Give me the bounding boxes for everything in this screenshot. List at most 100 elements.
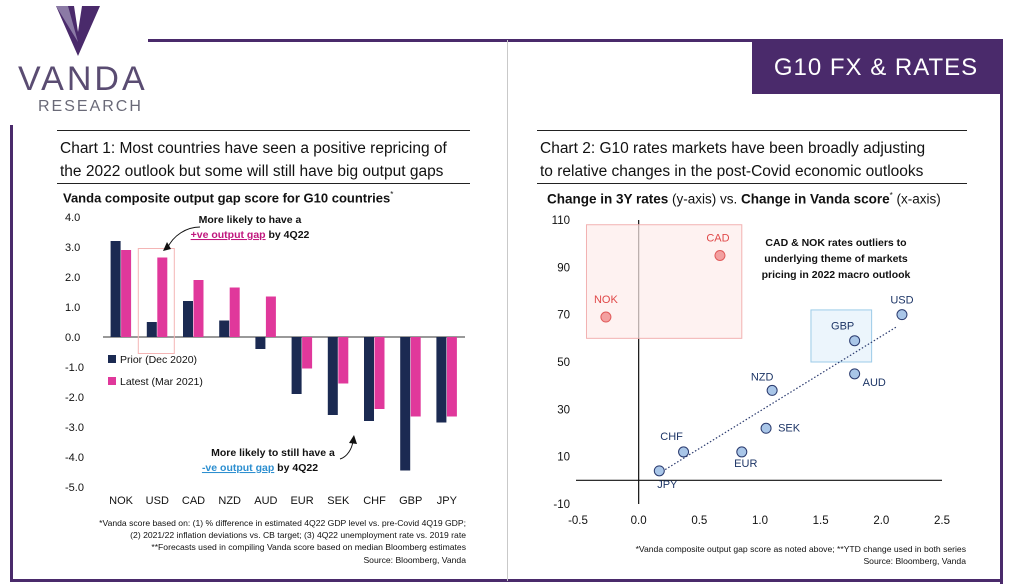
annotation-top-link: +ve output gap [191, 229, 266, 241]
frame-bottom [10, 579, 1003, 582]
legend-label: Prior (Dec 2020) [120, 354, 197, 366]
point-label-cad: CAD [706, 233, 729, 245]
chart1-subtitle-text: Vanda composite output gap score for G10… [63, 190, 391, 206]
chart1-source: Source: Bloomberg, Vanda [363, 554, 466, 565]
annotation-bottom-line1: More likely to still have a [211, 447, 335, 459]
bar-chf-latest [374, 337, 385, 409]
chart2-subtitle-vs: (y-axis) vs. [668, 191, 742, 207]
chart2-subtitle-x: Change in Vanda score [741, 191, 890, 207]
point-label-eur: EUR [734, 458, 757, 470]
chart2-plot: 110 90 70 50 30 10 -10 -0.5 0.0 0.5 1.0 1.5 2.0 2.5 CA… [552, 215, 950, 527]
vanda-logo: VANDA RESEARCH [0, 0, 150, 125]
legend-swatch [108, 355, 116, 363]
chart2-source: Source: Bloomberg, Vanda [863, 556, 966, 567]
bar-cad-prior [183, 301, 193, 337]
point-cad [714, 250, 726, 261]
chart1-footnote-line3: **Forecasts used in compiling Vanda scor… [151, 542, 466, 553]
bar-nok-prior [110, 241, 121, 337]
bar-nzd-prior [219, 320, 230, 337]
x-tick-label: JPY [437, 495, 458, 507]
brand-name: VANDA [18, 60, 148, 98]
y-tick-label: -10 [553, 499, 570, 511]
x-tick-label: GBP [399, 495, 422, 507]
bar-nzd-latest [229, 287, 240, 337]
trendline [658, 325, 898, 474]
y-tick-label: -2.0 [65, 392, 84, 404]
chart1-title: Chart 1: Most countries have seen a posi… [60, 137, 480, 183]
scatter-annotation-line: CAD & NOK rates outliers to [765, 237, 906, 249]
chart2-subtitle-y: Change in 3Y rates [547, 191, 669, 207]
point-label-nok: NOK [594, 294, 619, 306]
x-tick-label: USD [146, 495, 169, 507]
y-tick-label: 70 [557, 310, 570, 322]
x-tick-label: 2.0 [873, 515, 889, 527]
scatter-annotation-line: underlying theme of markets [764, 253, 908, 265]
x-tick-label: CHF [363, 495, 386, 507]
bar-usd-prior [146, 322, 157, 337]
point-nzd [766, 384, 778, 396]
chart2-subtitle-xaxis: (x-axis) [892, 191, 941, 207]
x-tick-label: 1.0 [752, 515, 768, 527]
point-gbp [849, 335, 861, 347]
y-tick-label: 3.0 [65, 242, 80, 254]
x-tick-label: EUR [290, 495, 313, 507]
bar-aud-prior [255, 337, 266, 349]
chart2-title: Chart 2: G10 rates markets have been bro… [540, 137, 980, 183]
chart2-rule-top [537, 130, 967, 131]
annotation-bottom-link: -ve output gap [202, 462, 274, 474]
scatter-annotation-line: pricing in 2022 macro outlook [762, 269, 911, 281]
y-tick-label: -4.0 [65, 452, 84, 464]
chart1-rule-top [57, 130, 470, 131]
chart1-subtitle-mark: * [390, 190, 394, 199]
x-tick-label: SEK [327, 495, 350, 507]
x-tick-label: 1.5 [813, 515, 829, 527]
y-tick-label: -3.0 [65, 422, 84, 434]
x-tick-label: CAD [182, 495, 205, 507]
x-tick-label: NZD [218, 495, 241, 507]
y-tick-label: 110 [552, 215, 570, 227]
highlight-box [810, 309, 873, 363]
annotation-bottom-arrow [339, 440, 354, 460]
point-label-usd: USD [890, 295, 913, 307]
annotation-bottom-suffix: by 4Q22 [274, 462, 318, 474]
annotation-bottom-arrowhead [349, 435, 357, 444]
bar-chf-prior [364, 337, 374, 421]
bar-eur-latest [302, 337, 313, 369]
chart2-title-line2: to relative changes in the post-Covid ec… [540, 163, 924, 180]
chart1-footnote-line2: (2) 2021/22 inflation deviations vs. CB … [130, 530, 466, 541]
chart2-title-line1: Chart 2: G10 rates markets have been bro… [540, 140, 926, 157]
brand-sub: RESEARCH [38, 98, 143, 115]
chart1-title-line2: the 2022 outlook but some will still hav… [60, 163, 444, 180]
y-tick-label: 1.0 [65, 302, 80, 314]
y-tick-label: 90 [557, 262, 570, 274]
chart2-subtitle: Change in 3Y rates (y-axis) vs. Change i… [547, 191, 941, 207]
point-label-nzd: NZD [751, 371, 774, 383]
bar-sek-prior [327, 337, 338, 415]
y-tick-label: 2.0 [65, 272, 80, 284]
y-tick-label: 30 [557, 404, 570, 416]
chart2-rule-bottom [537, 183, 967, 184]
outlier-region-box [585, 224, 743, 339]
bar-nok-latest [121, 250, 132, 337]
legend-swatch [108, 377, 116, 385]
chart1-footnote-line1: *Vanda score based on: (1) % difference … [99, 518, 466, 528]
point-eur [736, 446, 748, 458]
legend-label: Latest (Mar 2021) [120, 376, 203, 388]
y-tick-label: -5.0 [65, 482, 84, 494]
bar-jpy-latest [446, 337, 457, 417]
chart2-subtitle-mark: * [889, 191, 893, 200]
point-label-jpy: JPY [657, 479, 678, 491]
frame-top [148, 39, 1001, 42]
chart2-footnote: *Vanda composite output gap score as not… [520, 543, 966, 567]
y-tick-label: 10 [557, 452, 570, 464]
x-tick-label: NOK [109, 495, 134, 507]
annotation-bottom-line2: -ve output gap by 4Q22 [202, 462, 318, 474]
annotation-top-suffix: by 4Q22 [266, 229, 310, 241]
bar-gbp-prior [400, 337, 411, 471]
point-chf [678, 446, 690, 458]
annotation-top-arrowhead [163, 242, 171, 251]
chart1-title-line1: Chart 1: Most countries have seen a posi… [60, 140, 447, 157]
y-tick-label: 0.0 [65, 332, 80, 344]
x-tick-label: AUD [254, 495, 277, 507]
chart2-footnote-text: *Vanda composite output gap score as not… [635, 544, 966, 554]
